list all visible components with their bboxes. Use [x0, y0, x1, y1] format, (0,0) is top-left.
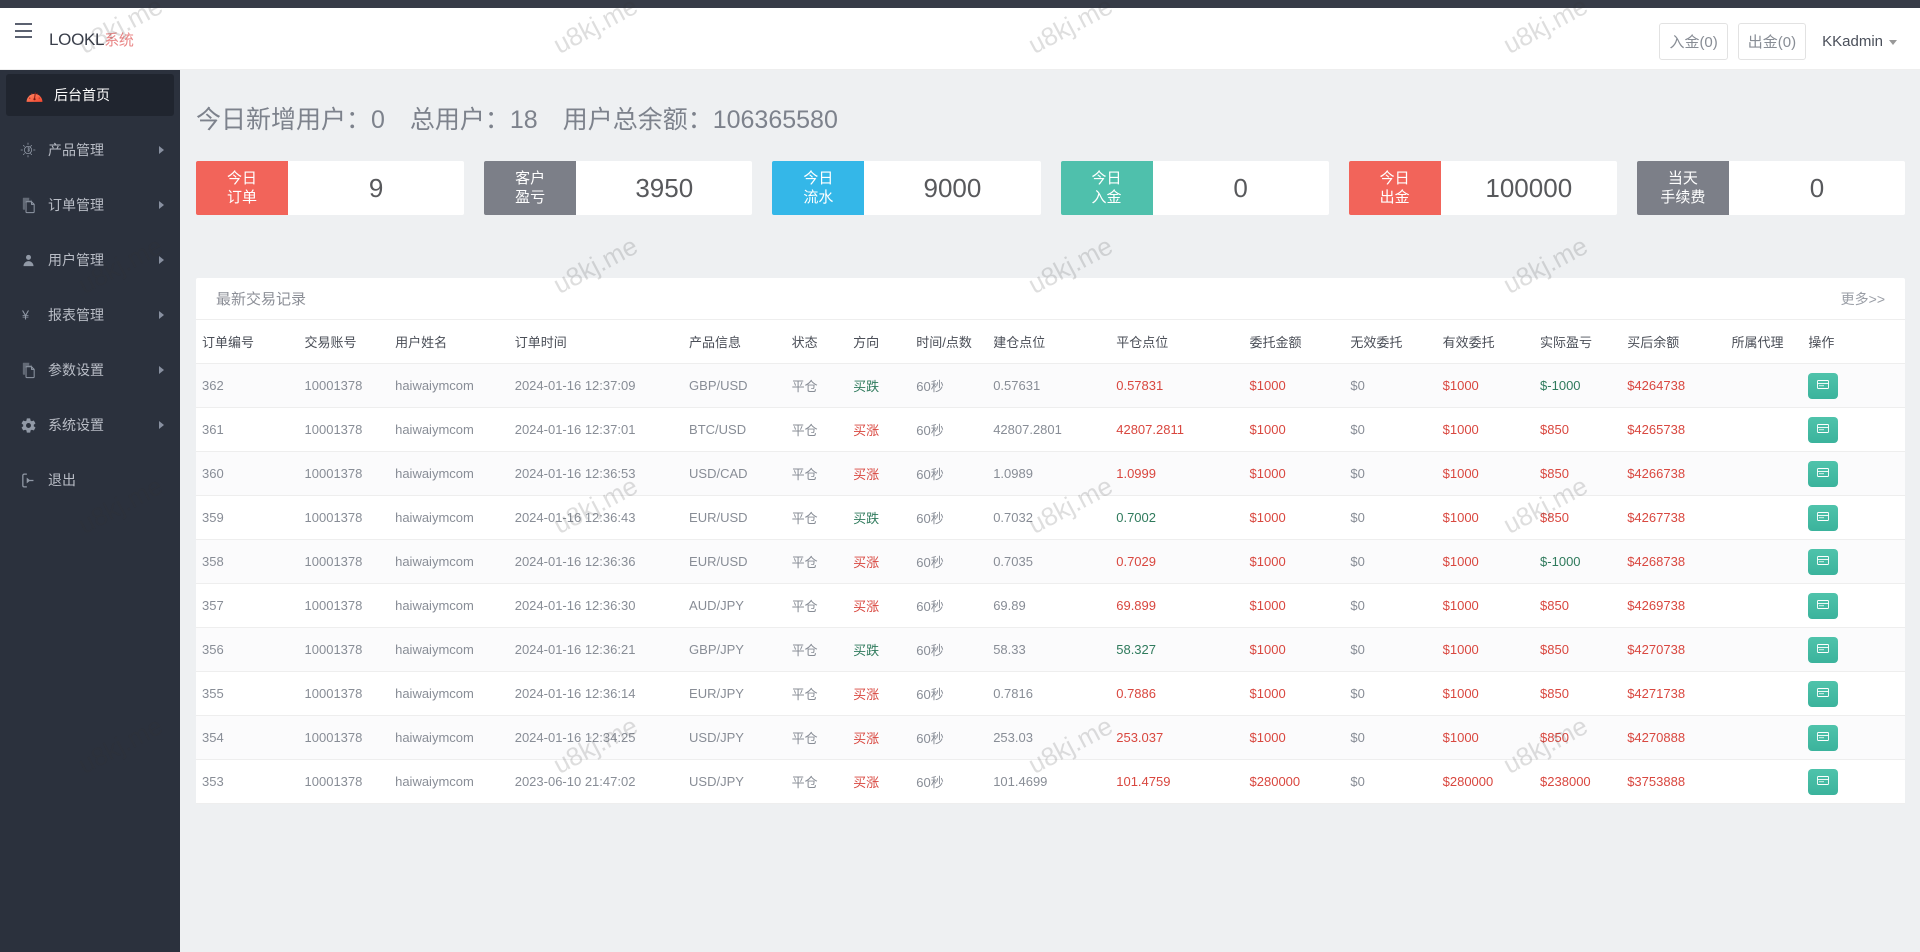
svg-text:¥: ¥: [21, 309, 30, 323]
